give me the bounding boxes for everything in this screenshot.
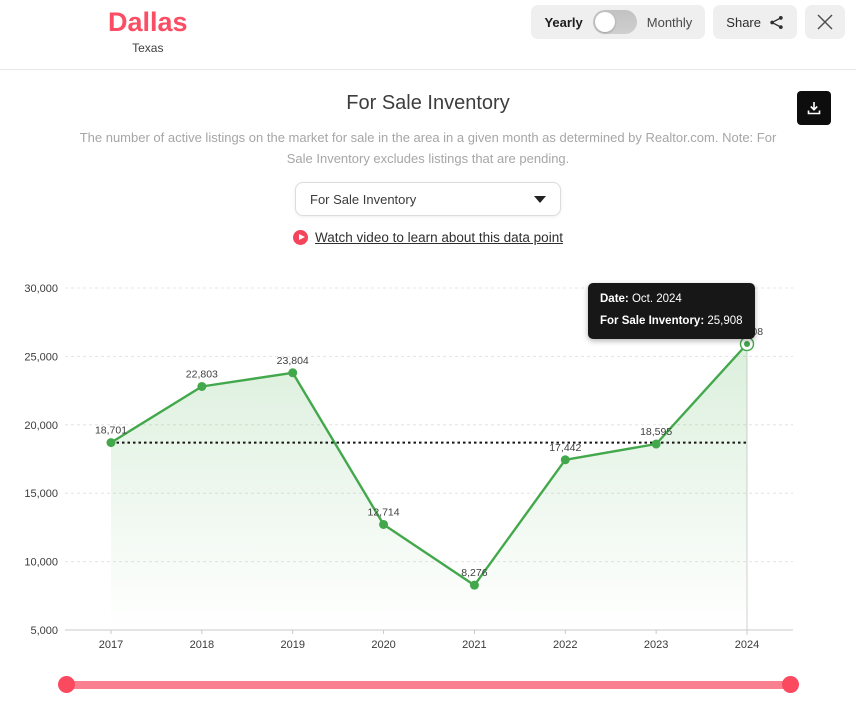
- toggle-monthly-label[interactable]: Monthly: [646, 14, 693, 30]
- point-value-label: 23,804: [277, 355, 309, 367]
- close-button[interactable]: [805, 5, 845, 39]
- location-block: Dallas Texas: [108, 6, 188, 55]
- tooltip-series-row: For Sale Inventory: 25,908: [600, 314, 743, 329]
- switch-knob[interactable]: [594, 12, 615, 32]
- data-point-2020[interactable]: [379, 519, 389, 529]
- x-tick-label: 2021: [462, 639, 486, 649]
- point-value-label: 17,442: [549, 442, 581, 454]
- video-link[interactable]: Watch video to learn about this data poi…: [315, 230, 563, 245]
- period-toggle[interactable]: Yearly Monthly: [531, 5, 706, 39]
- y-tick-label: 5,000: [30, 625, 58, 637]
- y-tick-label: 20,000: [24, 420, 58, 432]
- y-tick-label: 15,000: [24, 488, 58, 500]
- x-tick-label: 2017: [99, 639, 123, 649]
- point-value-label: 18,595: [640, 426, 672, 438]
- share-icon: [769, 15, 784, 30]
- share-button-label: Share: [726, 14, 761, 30]
- x-tick-label: 2022: [553, 639, 577, 649]
- tooltip-date-row: Date: Oct. 2024: [600, 292, 743, 307]
- x-tick-label: 2024: [735, 639, 759, 649]
- y-tick-label: 10,000: [24, 557, 58, 569]
- y-tick-label: 25,000: [24, 351, 58, 363]
- metric-dropdown[interactable]: For Sale Inventory: [295, 182, 561, 216]
- tooltip-date-value: Oct. 2024: [631, 293, 682, 305]
- tooltip-series-value: 25,908: [707, 315, 743, 327]
- x-tick-label: 2018: [190, 639, 214, 649]
- x-tick-label: 2020: [371, 639, 395, 649]
- slider-handle-right[interactable]: [782, 676, 799, 693]
- data-point-2018[interactable]: [197, 381, 207, 391]
- data-point-2019[interactable]: [288, 368, 298, 378]
- y-tick-label: 30,000: [24, 283, 58, 295]
- panel-title: For Sale Inventory: [346, 92, 510, 114]
- panel-description: The number of active listings on the mar…: [79, 130, 777, 166]
- metric-dropdown-value: For Sale Inventory: [310, 191, 417, 207]
- play-icon[interactable]: [293, 230, 309, 245]
- state-subtitle: Texas: [132, 41, 164, 55]
- tooltip-series-label: For Sale Inventory:: [600, 315, 705, 327]
- point-value-label: 8,276: [461, 567, 487, 579]
- series-area: [111, 344, 747, 630]
- close-icon: [814, 11, 836, 33]
- data-point-2022[interactable]: [560, 455, 570, 465]
- download-icon: [806, 100, 822, 116]
- app-header: Dallas Texas Yearly Monthly Share: [0, 0, 856, 70]
- slider-handle-left[interactable]: [58, 676, 75, 693]
- x-tick-label: 2019: [280, 639, 304, 649]
- download-button[interactable]: [797, 91, 831, 125]
- data-point-2017[interactable]: [106, 438, 116, 448]
- data-point-2024[interactable]: [744, 340, 750, 347]
- video-link-row: Watch video to learn about this data poi…: [0, 230, 856, 245]
- chevron-down-icon: [534, 195, 546, 203]
- for-sale-inventory-panel: For Sale Inventory The number of active …: [0, 70, 856, 695]
- city-title: Dallas: [108, 7, 188, 37]
- date-range-slider: [0, 675, 856, 695]
- yearly-monthly-switch[interactable]: [592, 10, 637, 34]
- point-value-label: 22,803: [186, 368, 218, 380]
- header-controls: Yearly Monthly Share: [531, 5, 845, 39]
- chart-tooltip: Date: Oct. 2024 For Sale Inventory: 25,9…: [588, 283, 755, 339]
- data-point-2023[interactable]: [651, 439, 661, 449]
- tooltip-date-label: Date:: [600, 293, 629, 305]
- data-point-2021[interactable]: [469, 580, 479, 590]
- point-value-label: 18,701: [95, 425, 127, 437]
- toggle-yearly-label[interactable]: Yearly: [544, 14, 583, 30]
- x-tick-label: 2023: [644, 639, 668, 649]
- point-value-label: 12,714: [368, 506, 400, 518]
- share-button[interactable]: Share: [713, 5, 797, 39]
- chart-area: 5,000 10,000 15,000 20,000 25,000 30,000 2017 2…: [0, 271, 856, 649]
- series-line: [109, 342, 749, 587]
- slider-track[interactable]: [66, 681, 790, 689]
